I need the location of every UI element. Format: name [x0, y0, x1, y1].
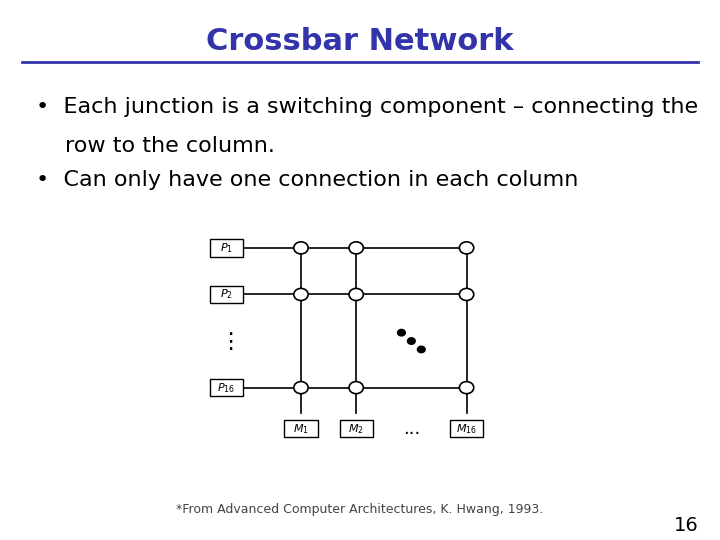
Text: row to the column.: row to the column.	[65, 136, 274, 156]
FancyBboxPatch shape	[284, 420, 318, 437]
Circle shape	[459, 242, 474, 254]
Text: ...: ...	[402, 420, 420, 437]
Text: $P_1$: $P_1$	[220, 241, 233, 255]
Circle shape	[294, 242, 308, 254]
Text: *From Advanced Computer Architectures, K. Hwang, 1993.: *From Advanced Computer Architectures, K…	[176, 503, 544, 516]
Text: Crossbar Network: Crossbar Network	[206, 27, 514, 56]
Text: 16: 16	[674, 516, 698, 535]
FancyBboxPatch shape	[210, 379, 243, 396]
Circle shape	[459, 288, 474, 301]
Circle shape	[349, 382, 364, 394]
Text: $P_2$: $P_2$	[220, 288, 233, 301]
Text: •  Can only have one connection in each column: • Can only have one connection in each c…	[36, 170, 578, 190]
Text: $M_2$: $M_2$	[348, 422, 364, 436]
FancyBboxPatch shape	[210, 239, 243, 256]
FancyBboxPatch shape	[210, 286, 243, 303]
Circle shape	[408, 338, 415, 345]
Text: $M_1$: $M_1$	[293, 422, 309, 436]
FancyBboxPatch shape	[450, 420, 483, 437]
Circle shape	[397, 329, 405, 336]
Text: $P_{16}$: $P_{16}$	[217, 381, 235, 395]
Text: $⋮$: $⋮$	[220, 330, 233, 352]
Circle shape	[349, 288, 364, 301]
Circle shape	[294, 288, 308, 301]
Text: $M_{16}$: $M_{16}$	[456, 422, 477, 436]
FancyBboxPatch shape	[340, 420, 373, 437]
Text: •  Each junction is a switching component – connecting the: • Each junction is a switching component…	[36, 97, 698, 117]
Circle shape	[418, 346, 425, 353]
Circle shape	[459, 382, 474, 394]
Circle shape	[349, 242, 364, 254]
Circle shape	[294, 382, 308, 394]
